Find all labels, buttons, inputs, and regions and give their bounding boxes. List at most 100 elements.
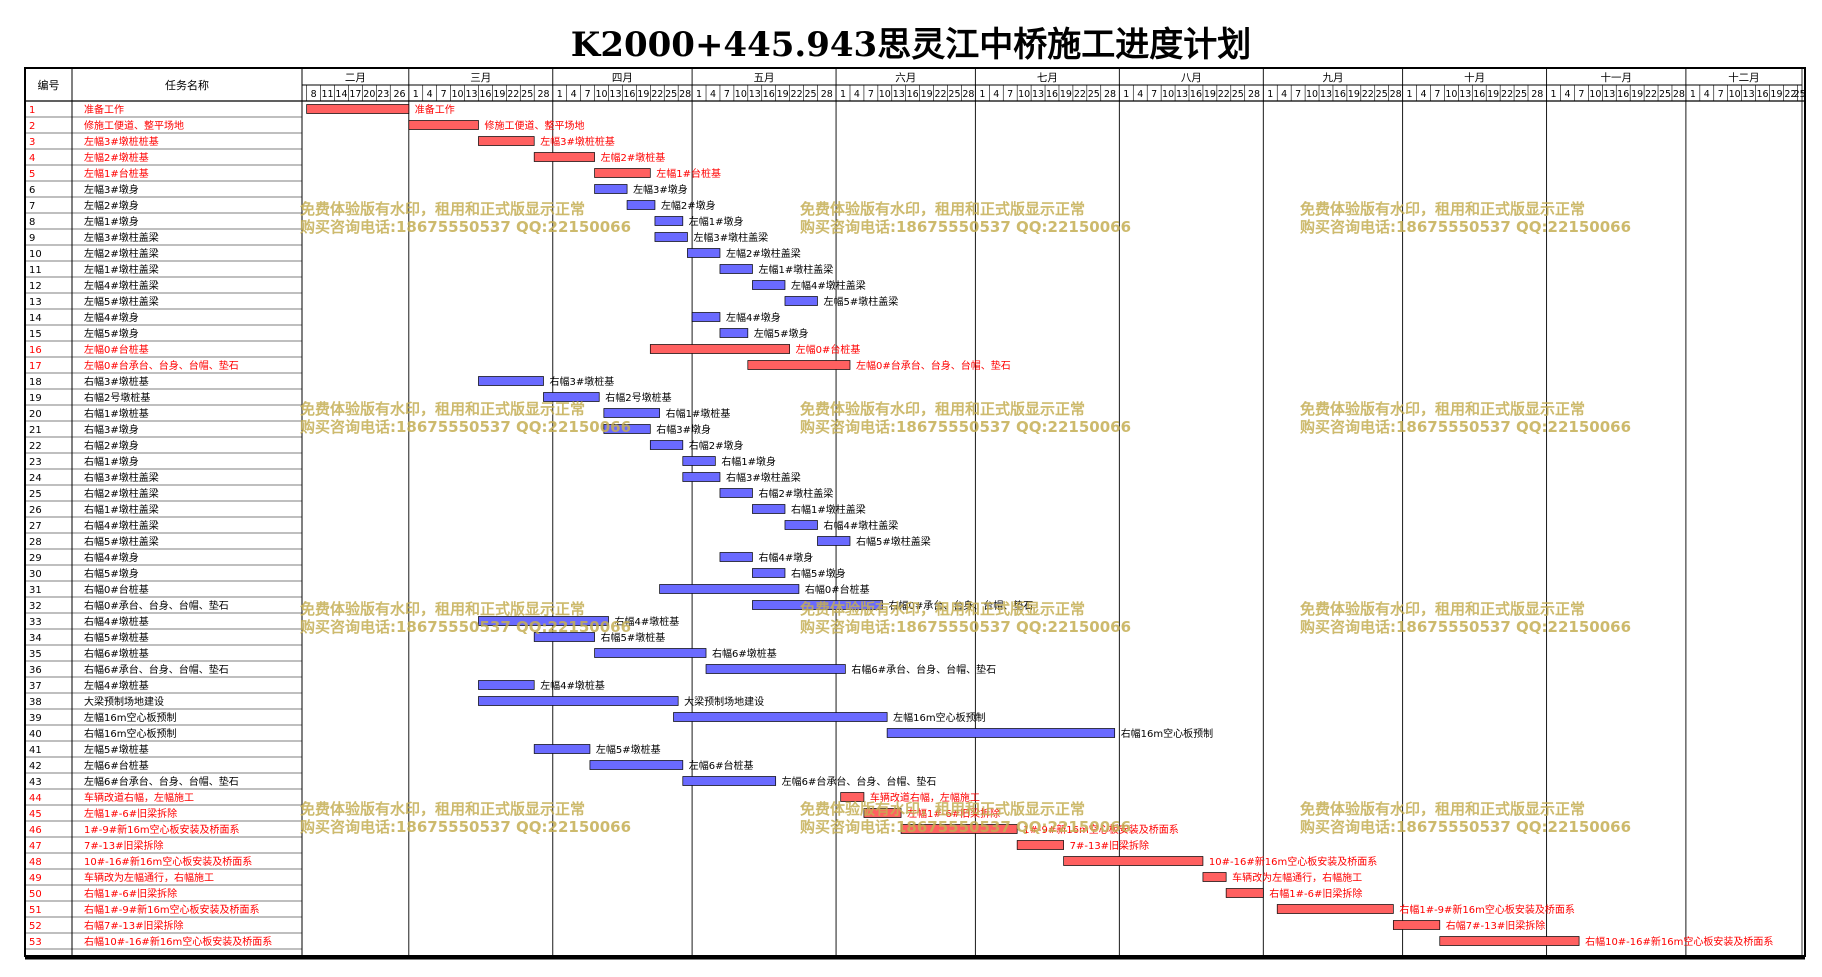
table-frame	[24, 67, 1806, 957]
task-name: 左幅3#墩身	[84, 183, 139, 196]
day-tick-label: 7	[585, 89, 591, 100]
day-tick-label: 22	[507, 89, 519, 100]
task-name: 修施工便道、整平场地	[84, 119, 184, 132]
day-tick-label: 10	[1018, 89, 1030, 100]
task-number: 25	[29, 489, 42, 500]
task-name: 左幅4#墩柱盖梁	[84, 279, 159, 292]
day-tick-label: 22	[1218, 89, 1230, 100]
task-bar	[603, 424, 651, 434]
task-bar	[682, 776, 777, 786]
task-bar	[900, 824, 1018, 834]
task-name: 右幅3#墩柱盖梁	[84, 471, 159, 484]
day-tick-label: 13	[609, 89, 621, 100]
task-name: 右幅0#承台、台身、台帽、垫石	[84, 599, 229, 612]
day-tick-label: 25	[948, 89, 960, 100]
task-name: 右幅1#-9#新16m空心板安装及桥面系	[84, 903, 260, 916]
task-bar	[1392, 920, 1441, 930]
day-tick-label: 17	[349, 89, 361, 100]
task-bar-label: 左幅5#墩桩基	[596, 743, 661, 756]
task-number: 23	[29, 457, 42, 468]
day-tick-label: 4	[710, 89, 716, 100]
task-number: 46	[29, 825, 42, 836]
task-number: 27	[29, 521, 42, 532]
task-bar	[886, 728, 1116, 738]
day-tick-label: 19	[637, 89, 649, 100]
day-tick-label: 25	[1659, 89, 1671, 100]
task-bar	[478, 376, 544, 386]
task-name: 右幅4#墩桩基	[84, 615, 149, 628]
task-bar	[687, 248, 721, 258]
task-bar	[478, 680, 535, 690]
task-bar	[719, 328, 749, 338]
day-tick-label: 7	[1151, 89, 1157, 100]
task-bar	[752, 504, 786, 514]
task-name: 7#-13#旧梁拆除	[84, 839, 163, 852]
month-label: 二月	[345, 72, 366, 84]
task-name: 右幅16m空心板预制	[84, 727, 176, 740]
task-bar	[478, 616, 609, 626]
task-name: 右幅6#墩桩基	[84, 647, 149, 660]
day-tick-label: 16	[1190, 89, 1202, 100]
task-number: 26	[29, 505, 42, 516]
task-bar-label: 左幅1#墩身	[689, 215, 744, 228]
task-name: 右幅4#墩身	[84, 551, 139, 564]
task-bar-label: 右幅3#墩桩基	[549, 375, 614, 388]
task-bar-label: 7#-13#旧梁拆除	[1070, 839, 1149, 852]
day-tick-label: 10	[595, 89, 607, 100]
task-bar-label: 左幅2#墩身	[661, 199, 716, 212]
day-tick-label: 1	[840, 89, 846, 100]
day-tick-label: 10	[1729, 89, 1741, 100]
task-bar-label: 左幅4#墩桩基	[540, 679, 605, 692]
task-bar	[817, 536, 851, 546]
task-name: 右幅3#墩身	[84, 423, 139, 436]
task-number: 19	[29, 393, 42, 404]
task-number: 36	[29, 665, 42, 676]
day-tick-label: 1	[1123, 89, 1129, 100]
task-bar	[408, 120, 479, 130]
day-tick-label: 20	[363, 89, 375, 100]
task-name: 左幅1#墩柱盖梁	[84, 263, 159, 276]
task-bar-label: 左幅5#墩身	[754, 327, 809, 340]
task-bar	[719, 264, 753, 274]
task-number: 28	[29, 537, 42, 548]
task-bar-label: 右幅6#墩桩基	[712, 647, 777, 660]
task-number: 6	[29, 185, 35, 196]
task-bar-label: 左幅3#墩身	[633, 183, 688, 196]
task-bar	[649, 440, 684, 450]
task-bar-label: 右幅4#墩身	[758, 551, 813, 564]
month-label: 三月	[470, 72, 491, 84]
task-name: 准备工作	[84, 103, 124, 116]
day-tick-label: 4	[1704, 89, 1710, 100]
task-number: 2	[29, 121, 35, 132]
task-name: 左幅0#台桩基	[84, 343, 149, 356]
day-tick-label: 1	[1407, 89, 1413, 100]
day-tick-label: 22	[1362, 89, 1374, 100]
day-tick-label: 7	[1718, 89, 1724, 100]
task-name: 右幅0#台桩基	[84, 583, 149, 596]
task-number: 34	[29, 633, 42, 644]
day-tick-label: 22	[1074, 89, 1086, 100]
task-name: 左幅1#台桩基	[84, 167, 149, 180]
task-bar-label: 左幅3#墩柱盖梁	[693, 231, 768, 244]
task-name: 右幅3#墩桩基	[84, 375, 149, 388]
day-tick-label: 25	[665, 89, 677, 100]
task-bar	[1225, 888, 1264, 898]
day-tick-label: 28	[1390, 89, 1402, 100]
month-label: 八月	[1181, 72, 1202, 84]
task-bar	[626, 200, 656, 210]
task-name: 右幅4#墩柱盖梁	[84, 519, 159, 532]
task-bar	[649, 344, 790, 354]
task-bar-label: 右幅4#墩柱盖梁	[823, 519, 898, 532]
day-tick-label: 1	[1551, 89, 1557, 100]
day-tick-label: 4	[427, 89, 433, 100]
month-label: 十二月	[1728, 71, 1760, 84]
day-tick-label: 19	[1631, 89, 1643, 100]
task-bar	[747, 360, 851, 370]
day-tick-label: 16	[763, 89, 775, 100]
task-bar	[533, 152, 595, 162]
day-tick-label: 19	[1204, 89, 1216, 100]
task-bar-label: 左幅4#墩柱盖梁	[791, 279, 866, 292]
task-number: 41	[29, 745, 42, 756]
task-bar	[306, 104, 410, 114]
